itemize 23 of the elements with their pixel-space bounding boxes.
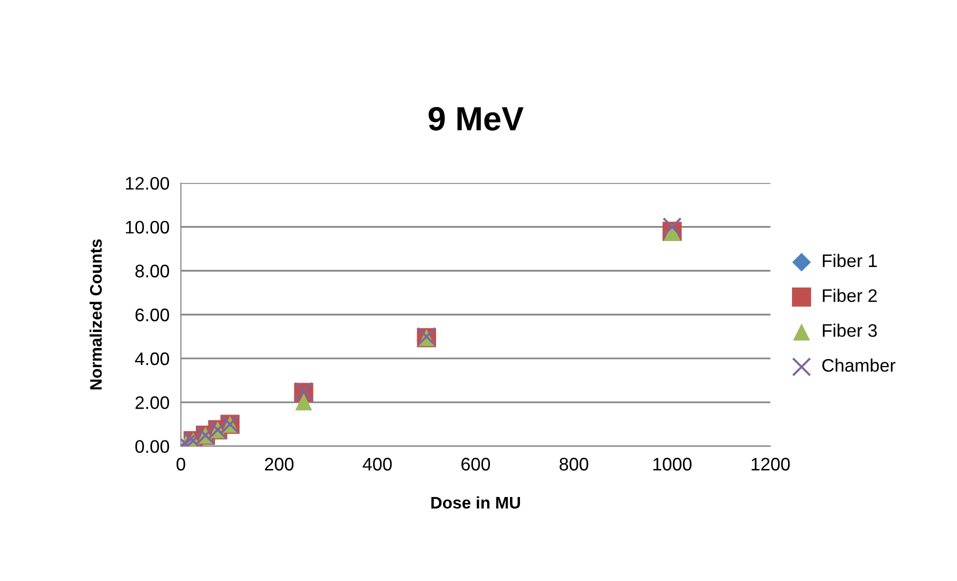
x-tick-label: 1000 <box>653 458 692 471</box>
y-tick-label: 2.00 <box>136 396 170 410</box>
x-tick-label: 400 <box>362 458 392 471</box>
point <box>295 393 312 410</box>
legend-label: Chamber <box>822 358 896 372</box>
point <box>662 217 682 236</box>
y-tick-label: 8.00 <box>135 264 170 278</box>
x-tick-label: 600 <box>461 458 490 471</box>
x-tick-label: 0 <box>176 458 186 471</box>
y-tick-label: 12.00 <box>126 176 170 190</box>
x-axis-title: Dose in MU <box>431 496 520 509</box>
y-tick-label: 6.00 <box>136 308 170 322</box>
legend-label: Fiber 2 <box>822 288 877 302</box>
y-tick-label: 4.00 <box>135 352 170 366</box>
x-tick-label: 800 <box>560 458 588 471</box>
x-tick-label: 1200 <box>752 458 790 471</box>
x-tick-label: 200 <box>264 458 294 471</box>
legend-label: Fiber 1 <box>822 254 877 268</box>
y-tick-label: 0.00 <box>135 440 170 453</box>
chart-title: 9 MeV <box>428 106 524 131</box>
legend-label: Fiber 3 <box>822 324 877 337</box>
y-axis-title: Normalized Counts <box>90 239 102 390</box>
y-tick-label: 10.00 <box>126 220 170 234</box>
